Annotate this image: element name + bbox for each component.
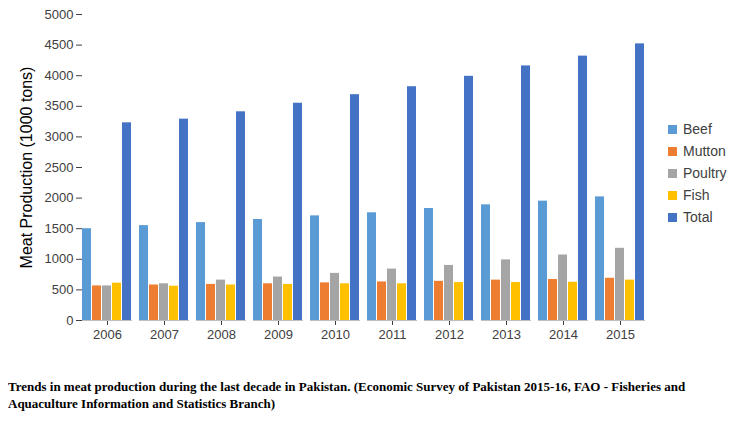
html-text:Trends in meat production duri: Trends in meat production during the las… <box>8 379 686 411</box>
svg-text:3000: 3000 <box>45 129 74 144</box>
html-text:Mutton: Mutton <box>683 143 726 159</box>
svg-text:2013: 2013 <box>492 327 521 342</box>
svg-text:5000: 5000 <box>45 7 74 22</box>
svg-text:1000: 1000 <box>45 251 74 266</box>
svg-text:2011: 2011 <box>379 327 407 342</box>
svg-text:1500: 1500 <box>45 221 74 236</box>
html-text:Fish: Fish <box>683 187 710 203</box>
svg-text:0: 0 <box>66 313 73 328</box>
svg-text:500: 500 <box>52 282 74 297</box>
svg-text:4000: 4000 <box>45 68 74 83</box>
svg-text:2009: 2009 <box>264 327 293 342</box>
html-text:Beef: Beef <box>683 121 712 137</box>
svg-text:2012: 2012 <box>435 327 464 342</box>
html-text:Total: Total <box>683 209 713 225</box>
svg-text:2015: 2015 <box>606 327 635 342</box>
svg-text:2008: 2008 <box>207 327 236 342</box>
svg-text:2000: 2000 <box>45 190 74 205</box>
svg-text:2007: 2007 <box>150 327 179 342</box>
svg-text:Meat Production (1000 tons): Meat Production (1000 tons) <box>18 67 35 269</box>
svg-text:3500: 3500 <box>45 98 74 113</box>
svg-text:2500: 2500 <box>45 160 74 175</box>
svg-text:4500: 4500 <box>45 37 74 52</box>
svg-text:2014: 2014 <box>549 327 578 342</box>
svg-text:2006: 2006 <box>93 327 122 342</box>
html-text:Poultry: Poultry <box>683 165 727 181</box>
svg-text:2010: 2010 <box>321 327 350 342</box>
